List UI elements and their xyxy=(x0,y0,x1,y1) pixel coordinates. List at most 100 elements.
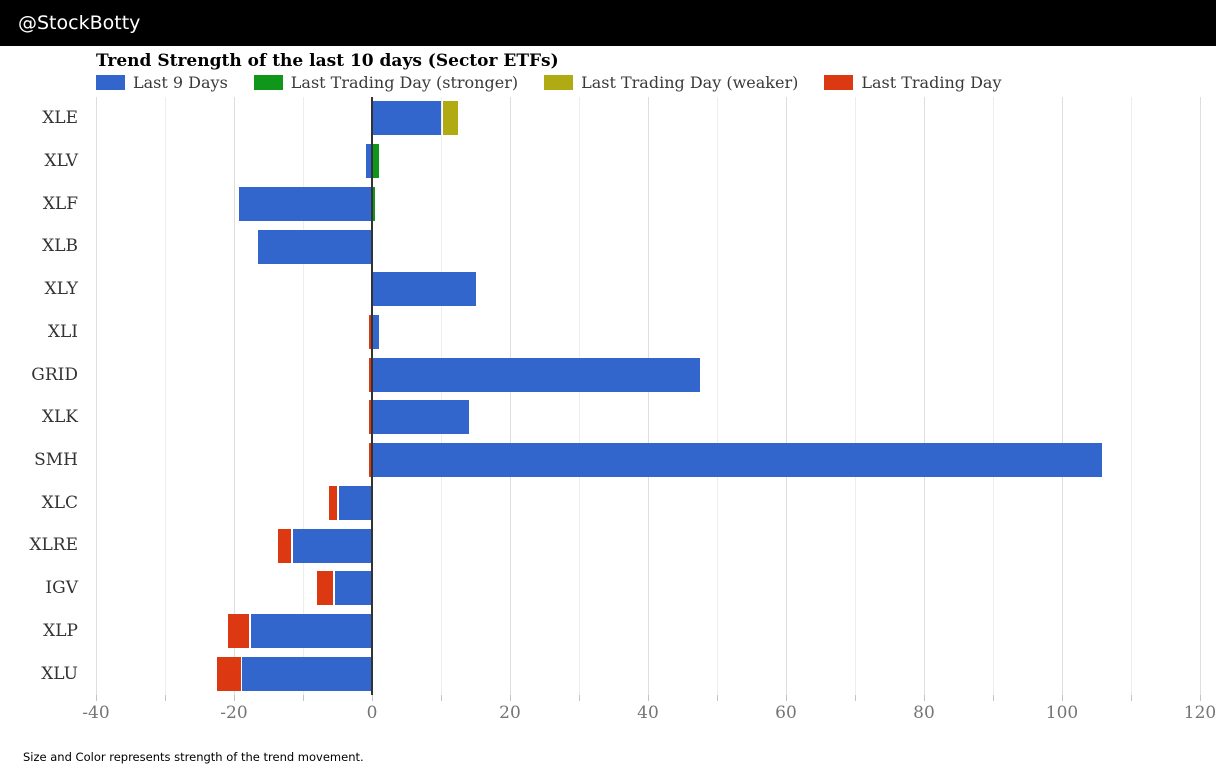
gridline--30 xyxy=(165,97,166,695)
gridline-120 xyxy=(1200,97,1201,695)
category-label-XLP: XLP xyxy=(43,620,78,641)
axis-tick-120 xyxy=(1200,695,1201,701)
account-handle: @StockBotty xyxy=(18,12,141,34)
bar-lasttradingday-XLU xyxy=(217,656,241,691)
bar-last9days-GRID xyxy=(372,357,700,392)
bar-last9days-XLK xyxy=(372,400,470,435)
legend-item-last-day-weaker: Last Trading Day (weaker) xyxy=(544,73,798,92)
category-label-XLK: XLK xyxy=(41,407,78,428)
gridline-110 xyxy=(1131,97,1132,695)
bar-last9days-XLP xyxy=(250,613,372,648)
gridline-20 xyxy=(510,97,511,695)
gridline--10 xyxy=(303,97,304,695)
bar-last9days-XLRE xyxy=(292,528,372,563)
top-bar: @StockBotty xyxy=(0,0,1216,46)
legend-item-last-9-days: Last 9 Days xyxy=(96,73,228,92)
axis-tick-50 xyxy=(717,695,718,701)
bar-lasttradingday-XLI xyxy=(368,314,372,349)
gridline-70 xyxy=(855,97,856,695)
axis-tick-60 xyxy=(786,695,787,701)
gridline-100 xyxy=(1062,97,1063,695)
legend-swatch-blue xyxy=(96,75,125,90)
bar-last9days-XLU xyxy=(242,656,372,691)
x-tick-label-80: 80 xyxy=(913,703,935,723)
category-label-GRID: GRID xyxy=(31,364,78,385)
axis-tick-0 xyxy=(372,695,373,701)
axis-tick-110 xyxy=(1131,695,1132,701)
gridline-90 xyxy=(993,97,994,695)
legend: Last 9 Days Last Trading Day (stronger) … xyxy=(96,73,1001,92)
legend-swatch-green xyxy=(253,75,283,90)
bar-lasttradingday-XLP xyxy=(227,613,250,648)
category-label-XLU: XLU xyxy=(41,663,78,684)
gridline-40 xyxy=(648,97,649,695)
x-tick-label-0: 0 xyxy=(366,703,378,723)
legend-label: Last Trading Day (stronger) xyxy=(290,73,519,92)
gridline--20 xyxy=(234,97,235,695)
axis-tick-80 xyxy=(924,695,925,701)
bar-lasttradingday-XLE xyxy=(442,101,459,136)
category-label-XLC: XLC xyxy=(41,492,78,513)
bar-lasttradingday-XLC xyxy=(329,485,338,520)
bar-last9days-XLC xyxy=(338,485,372,520)
axis-tick--40 xyxy=(96,695,97,701)
axis-tick-10 xyxy=(441,695,442,701)
bar-lasttradingday-GRID xyxy=(368,357,372,392)
category-label-XLB: XLB xyxy=(42,236,78,257)
axis-tick--30 xyxy=(165,695,166,701)
legend-item-last-day-stronger: Last Trading Day (stronger) xyxy=(253,73,519,92)
gridline-10 xyxy=(441,97,442,695)
axis-tick-90 xyxy=(993,695,994,701)
chart-title: Trend Strength of the last 10 days (Sect… xyxy=(96,51,559,71)
legend-label: Last 9 Days xyxy=(133,73,228,92)
category-label-XLF: XLF xyxy=(42,193,78,214)
category-label-SMH: SMH xyxy=(34,450,78,471)
legend-swatch-red xyxy=(824,75,854,90)
category-label-XLI: XLI xyxy=(47,321,78,342)
bar-last9days-XLY xyxy=(372,272,476,307)
axis-tick-30 xyxy=(579,695,580,701)
bar-last9days-SMH xyxy=(372,443,1103,478)
legend-label: Last Trading Day (weaker) xyxy=(581,73,799,92)
bar-lasttradingday-XLV xyxy=(372,144,379,179)
bar-last9days-XLE xyxy=(372,101,441,136)
bar-last9days-IGV xyxy=(334,571,372,606)
x-tick-label-100: 100 xyxy=(1045,703,1079,723)
x-tick-label-20: 20 xyxy=(499,703,521,723)
gridline-80 xyxy=(924,97,925,695)
x-tick-label--40: -40 xyxy=(82,703,110,723)
x-tick-label-120: 120 xyxy=(1183,703,1216,723)
axis-tick-70 xyxy=(855,695,856,701)
bar-last9days-XLV xyxy=(366,144,372,179)
gridline-60 xyxy=(786,97,787,695)
category-label-IGV: IGV xyxy=(45,578,78,599)
category-label-XLE: XLE xyxy=(42,108,78,129)
bar-lasttradingday-XLRE xyxy=(278,528,292,563)
bar-last9days-XLI xyxy=(372,314,379,349)
legend-label: Last Trading Day xyxy=(861,73,1002,92)
x-tick-label-40: 40 xyxy=(637,703,659,723)
x-tick-label--20: -20 xyxy=(220,703,248,723)
bar-last9days-XLB xyxy=(258,229,372,264)
axis-tick-20 xyxy=(510,695,511,701)
x-tick-label-60: 60 xyxy=(775,703,797,723)
axis-tick--20 xyxy=(234,695,235,701)
bar-lasttradingday-XLK xyxy=(368,400,372,435)
footnote: Size and Color represents strength of th… xyxy=(23,750,364,764)
legend-swatch-olive xyxy=(544,75,574,90)
category-label-XLRE: XLRE xyxy=(29,535,78,556)
bar-last9days-XLF xyxy=(238,186,372,221)
axis-tick--10 xyxy=(303,695,304,701)
plot-area xyxy=(96,97,1201,701)
zero-axis-line xyxy=(371,97,373,695)
bar-lasttradingday-XLF xyxy=(372,186,376,221)
gridline-30 xyxy=(579,97,580,695)
axis-tick-40 xyxy=(648,695,649,701)
bar-lasttradingday-IGV xyxy=(316,571,334,606)
legend-item-last-day: Last Trading Day xyxy=(824,73,1001,92)
category-label-XLV: XLV xyxy=(44,151,78,172)
gridline-50 xyxy=(717,97,718,695)
gridline--40 xyxy=(96,97,97,695)
bar-lasttradingday-SMH xyxy=(368,443,372,478)
